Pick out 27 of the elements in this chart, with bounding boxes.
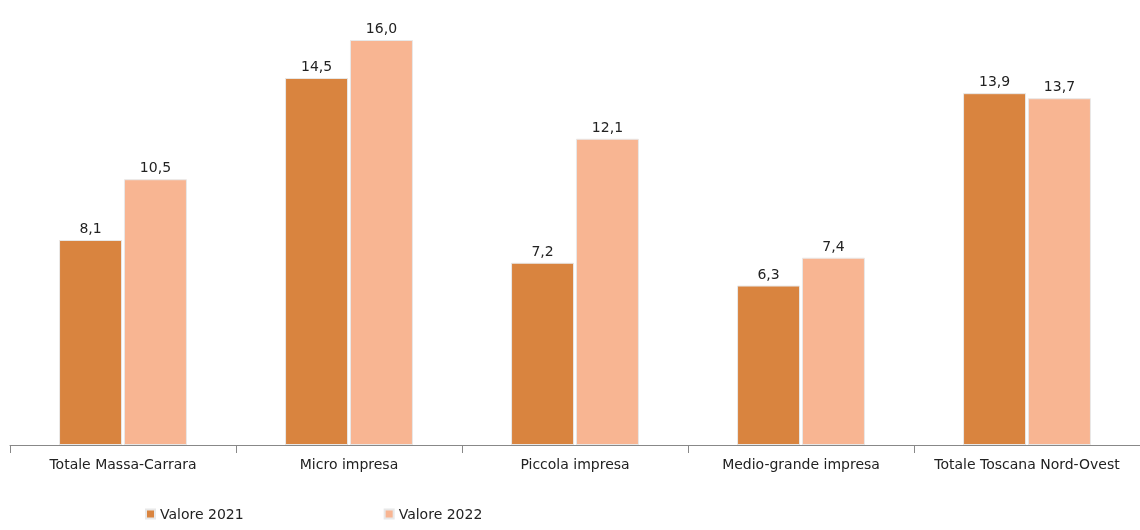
data-label: 14,5 [300,57,333,74]
bar [963,93,1027,445]
bar [737,285,801,445]
bar [1027,98,1091,445]
x-tick-label: Totale Massa-Carrara [48,456,197,472]
data-label: 16,0 [365,20,398,36]
data-label: 13,7 [1043,78,1076,95]
x-tick-label: Medio-grande impresa [722,456,880,472]
x-tick-label: Piccola impresa [520,456,630,472]
bar [285,77,349,445]
bar [349,40,413,445]
legend-label: Valore 2022 [398,506,483,522]
bar [123,179,187,445]
bar [511,262,575,445]
bar [575,138,639,445]
bar [59,239,123,445]
x-tick-label: Totale Toscana Nord-Ovest [933,456,1121,472]
data-label: 13,9 [978,73,1011,90]
data-label: 6,3 [757,265,780,282]
bar [801,257,865,445]
x-tick-label: Micro impresa [299,456,399,472]
data-label: 7,4 [822,237,845,254]
data-label: 10,5 [139,159,172,176]
data-label: 8,1 [79,219,102,236]
legend-label: Valore 2021 [160,506,244,522]
data-label: 12,1 [591,118,624,135]
data-label: 7,2 [531,242,554,259]
